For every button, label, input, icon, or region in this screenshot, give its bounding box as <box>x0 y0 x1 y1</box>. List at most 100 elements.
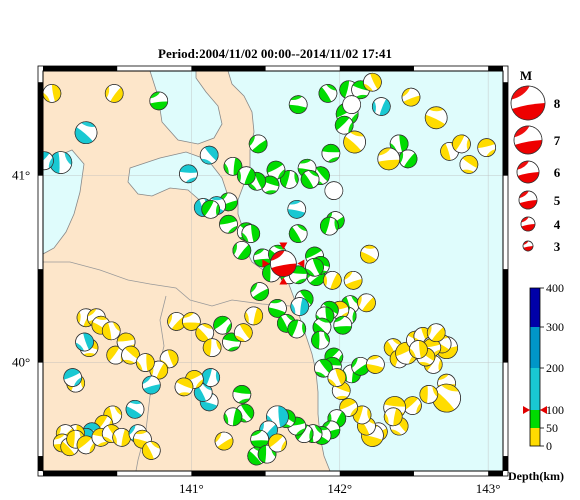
focal-mechanism-beachball <box>398 149 418 169</box>
focal-mechanism-beachball <box>287 319 307 339</box>
focal-mechanism-beachball <box>236 166 256 186</box>
depth-marker-right <box>540 406 547 414</box>
focal-mechanism-beachball <box>202 338 222 357</box>
depth-band <box>530 327 540 368</box>
prefecture-border <box>43 261 291 307</box>
frame-tick-bar <box>488 471 503 476</box>
axis-labels: 141° 142° 143° 41° 40° <box>12 168 501 496</box>
focal-mechanism-beachball <box>141 375 161 395</box>
focal-mechanism-beachball <box>219 214 238 234</box>
latitude-label: 40° <box>12 355 30 370</box>
focal-mechanism-beachball <box>112 428 131 447</box>
focal-mechanism-beachball <box>201 368 221 387</box>
frame-tick-bar <box>503 82 508 176</box>
focal-mechanism-beachball <box>339 398 359 417</box>
frame-tick-bar <box>38 456 43 471</box>
focal-mechanism-beachball <box>121 345 140 365</box>
magnitude-legend-label: 7 <box>554 133 561 148</box>
depth-marker-left <box>523 406 530 414</box>
depth-legend: Depth(km) 400 300 200 100 50 0 <box>508 281 564 483</box>
focal-mechanism-beachball <box>76 435 96 455</box>
magnitude-legend-beachball <box>520 216 536 232</box>
focal-mechanism-beachball <box>125 399 145 419</box>
focal-mechanism-beachball <box>324 181 344 200</box>
focal-mechanism-beachball <box>343 130 366 154</box>
magnitude-legend-label: 4 <box>554 217 561 232</box>
depth-band <box>530 368 540 410</box>
focal-mechanism-beachball <box>288 95 308 114</box>
magnitude-legend-beachball <box>513 125 543 155</box>
main-event-marker <box>279 242 288 250</box>
depth-band <box>530 428 540 446</box>
focal-mechanism-beachball <box>136 353 155 372</box>
focal-mechanism-beachball <box>357 293 376 313</box>
map-title: Period:2004/11/02 00:00--2014/11/02 17:4… <box>158 46 392 61</box>
focal-mechanism-beachball <box>459 155 479 174</box>
focal-mechanism-beachball <box>241 224 261 243</box>
magnitude-legend-heading: M <box>520 68 532 83</box>
focal-mechanism-beachball <box>201 199 221 219</box>
main-event-marker <box>297 259 305 268</box>
depth-legend-label: 50 <box>546 421 558 435</box>
focal-mechanism-beachball <box>323 270 342 290</box>
focal-mechanism-beachball <box>477 138 497 157</box>
depth-legend-label: 0 <box>546 439 552 453</box>
magnitude-legend-beachball <box>510 85 546 121</box>
focal-mechanism-beachball <box>141 441 161 460</box>
focal-mechanism-beachball <box>320 216 339 236</box>
focal-mechanism-beachball <box>314 358 333 378</box>
frame-tick-bar <box>43 66 118 71</box>
focal-mechanism-beachball <box>383 407 403 427</box>
magnitude-legend-beachball <box>522 240 534 252</box>
focal-mechanism-beachball <box>333 315 353 335</box>
magnitude-legend-label: 3 <box>554 239 561 254</box>
frame-tick-bar <box>339 471 414 476</box>
focal-mechanism-events <box>43 72 497 466</box>
magnitude-legend-label: 6 <box>554 165 561 180</box>
focal-mechanism-beachball <box>75 332 94 352</box>
focal-mechanism-beachball <box>360 244 379 264</box>
focal-mechanism-beachball <box>193 383 213 402</box>
focal-mechanism-beachball <box>288 224 308 243</box>
frame-tick-bar <box>339 66 414 71</box>
latitude-label: 41° <box>12 168 30 183</box>
focal-mechanism-beachball <box>426 323 446 343</box>
frame-tick-bar <box>503 456 508 471</box>
focal-mechanism-beachball <box>43 84 62 103</box>
focal-mechanism-beachball <box>366 355 385 374</box>
focal-mechanism-beachball <box>244 306 264 326</box>
focal-mechanism-beachball <box>371 97 391 116</box>
frame-tick-bar <box>38 269 43 363</box>
longitude-label: 143° <box>476 481 501 496</box>
depth-legend-label: 100 <box>546 403 564 417</box>
depth-band <box>530 288 540 327</box>
focal-mechanism-beachball <box>232 385 252 404</box>
focal-mechanism-beachball <box>305 257 324 277</box>
frame-tick-bar <box>43 471 118 476</box>
focal-mechanism-beachball <box>266 160 286 180</box>
depth-bar-outline <box>529 287 541 447</box>
focal-mechanism-beachball <box>424 106 448 130</box>
main-event-marker <box>262 259 270 268</box>
main-event-beachball <box>270 250 297 277</box>
focal-mechanism-beachball <box>327 368 347 387</box>
focal-mechanism-beachball <box>74 121 98 145</box>
longitude-label: 141° <box>179 481 204 496</box>
focal-mechanism-beachball <box>233 323 253 343</box>
focal-mechanism-beachball <box>343 270 363 290</box>
land-mass <box>43 71 330 471</box>
focal-mechanism-beachball <box>311 330 330 350</box>
focal-mechanism-beachball <box>334 115 354 135</box>
magnitude-legend-beachball <box>516 160 540 184</box>
focal-mechanism-beachball <box>213 315 232 335</box>
frame-outer-border <box>37 65 509 477</box>
map-area <box>43 71 503 471</box>
focal-mechanism-beachball <box>182 312 201 331</box>
frame-tick-bar <box>191 471 266 476</box>
focal-mechanism-beachball <box>199 145 219 165</box>
focal-mechanism-beachball <box>300 170 320 189</box>
focal-mechanism-beachball <box>214 431 234 451</box>
depth-legend-title: Depth(km) <box>508 469 564 483</box>
focal-mechanism-beachball <box>287 199 307 219</box>
focal-mechanism-beachball <box>290 297 310 316</box>
